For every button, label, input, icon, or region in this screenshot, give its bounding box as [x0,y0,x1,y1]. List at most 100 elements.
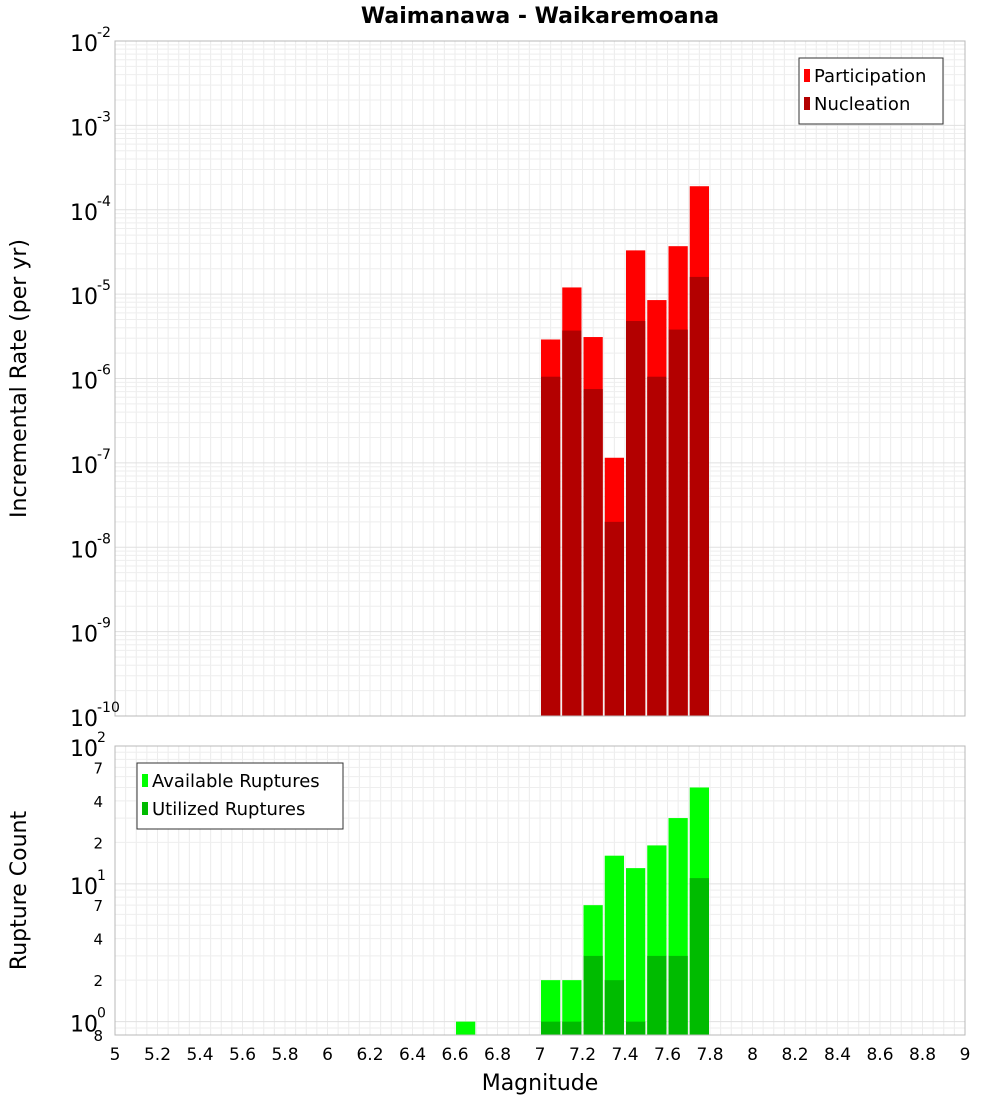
y-axis-label: Rupture Count [7,811,32,971]
x-tick-label: 7 [535,1045,546,1065]
y-tick-exponent: 2 [97,730,106,746]
y-tick-exponent: -6 [97,363,111,379]
x-tick-label: 7.2 [569,1045,596,1065]
x-tick-label: 5.2 [144,1045,171,1065]
bar [456,1021,476,1035]
bar [668,955,688,1035]
y-tick-label: 10 [70,285,98,310]
y-tick-exponent: -8 [97,531,111,547]
y-tick-label: 7 [93,759,103,777]
bar [562,330,582,716]
y-tick-label: 4 [93,793,103,811]
y-tick-exponent: -9 [97,616,111,632]
series-nucleation [541,276,709,716]
y-tick-label: 10 [70,538,98,563]
bar [604,521,624,716]
y-tick-exponent: -7 [97,447,111,463]
y-tick-exponent: 0 [97,1006,106,1022]
x-tick-label: 7.8 [696,1045,723,1065]
x-tick-label: 6.6 [441,1045,468,1065]
y-tick-label: 2 [93,834,103,852]
bar [689,878,709,1035]
y-tick-exponent: -10 [97,700,120,716]
bar [626,1021,646,1035]
x-tick-label: 8.6 [866,1045,893,1065]
plot-border [114,745,966,1036]
legend-swatch [804,97,810,110]
x-tick-label: 5.4 [186,1045,213,1065]
x-tick-label: 5 [110,1045,121,1065]
bar [541,1021,561,1035]
bar [562,980,582,1035]
y-tick-label: 10 [70,623,98,648]
bar [583,389,603,716]
y-tick-label: 10 [70,32,98,57]
bar [562,1021,582,1035]
y-tick-exponent: -3 [97,109,111,125]
x-tick-label: 7.4 [611,1045,638,1065]
legend-label: Nucleation [814,94,910,115]
series-utilized-ruptures [541,878,709,1035]
legend-label: Available Ruptures [152,771,320,792]
legend-label: Participation [814,66,926,87]
y-axis-label: Incremental Rate (per yr) [7,239,32,518]
y-tick-exponent: -2 [97,25,111,41]
legend-swatch [142,802,148,815]
bar [647,376,667,716]
bar [604,980,624,1035]
y-tick-label: 4 [93,931,103,949]
x-tick-label: 5.8 [271,1045,298,1065]
y-tick-label: 2 [93,972,103,990]
bar [541,980,561,1035]
chart-title: Waimanawa - Waikaremoana [361,4,719,29]
y-tick-label: 10 [70,116,98,141]
legend-box [798,57,944,125]
y-tick-label: 10 [70,707,98,732]
y-tick-exponent: -5 [97,278,111,294]
x-tick-label: 6.8 [484,1045,511,1065]
horizontal-grid [115,40,965,717]
x-tick-label: 8 [747,1045,758,1065]
y-tick-label: 10 [70,875,98,900]
x-tick-labels: 5 5.2 5.4 5.6 5.8 6 6.2 6.4 6.6 6.8 7 7.2 7.4 7.6 7.8 8… [110,1045,971,1065]
x-tick-label: 6.4 [399,1045,426,1065]
bar [689,276,709,716]
x-tick-label: 7.6 [654,1045,681,1065]
y-tick-label: 10 [70,1013,98,1038]
y-tick-exponent: -4 [97,194,111,210]
y-tick-label: 10 [70,370,98,395]
bar [541,376,561,716]
x-tick-label: 6.2 [356,1045,383,1065]
legend-swatch [804,69,810,82]
y-tick-label: 10 [70,454,98,479]
y-tick-label: 8 [93,1027,103,1045]
bar [583,955,603,1035]
x-tick-label: 9 [960,1045,971,1065]
bar [626,321,646,716]
x-tick-label: 8.8 [909,1045,936,1065]
legend: Participation Nucleation [798,57,944,125]
x-tick-label: 8.4 [824,1045,851,1065]
legend-box [136,762,344,830]
legend-swatch [142,774,148,787]
y-tick-label: 7 [93,897,103,915]
legend: Available Ruptures Utilized Ruptures [136,762,344,830]
x-tick-label: 8.2 [781,1045,808,1065]
plot-border [114,40,966,717]
y-tick-label: 10 [70,737,98,762]
bar [668,329,688,716]
x-axis-label: Magnitude [482,1071,599,1096]
legend-label: Utilized Ruptures [152,799,305,820]
bar [626,868,646,1035]
bar [647,955,667,1035]
y-tick-label: 10 [70,201,98,226]
x-tick-label: 5.6 [229,1045,256,1065]
y-tick-exponent: 1 [97,868,106,884]
x-tick-label: 6 [322,1045,333,1065]
